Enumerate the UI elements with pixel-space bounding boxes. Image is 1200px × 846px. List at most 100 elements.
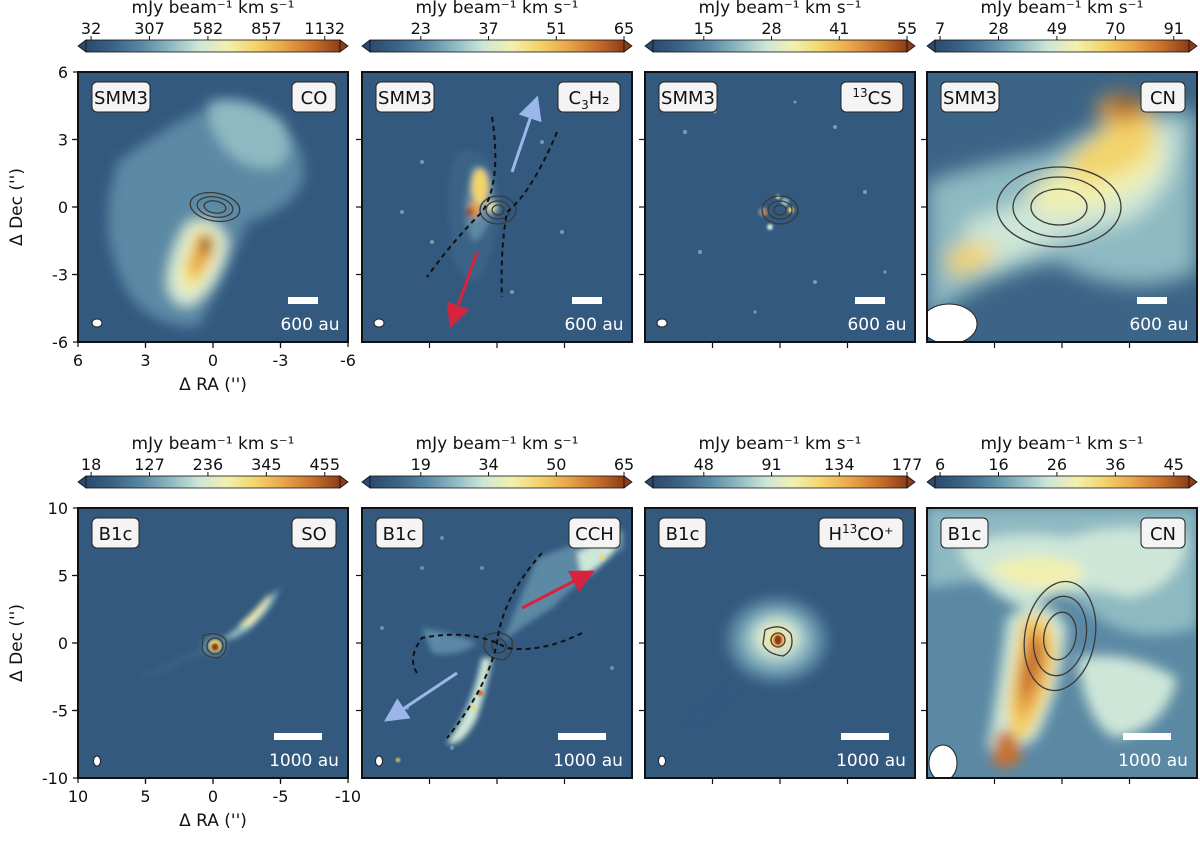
- map-b1c-so: [78, 508, 348, 778]
- colorbar-tick-label: 34: [478, 455, 498, 474]
- scalebar-label: 1000 au: [836, 751, 906, 771]
- colorbar-label: mJy beam⁻¹ km s⁻¹: [132, 0, 295, 18]
- panel-annotations-0-3: SMM3 CN 600 au mJy beam⁻¹ km s⁻¹ 7 28 49 70 91: [921, 0, 1198, 348]
- y-axis-label: Δ Dec (''): [7, 604, 27, 682]
- scalebar: [558, 733, 606, 740]
- colorbar-tick-label: 55: [897, 19, 917, 38]
- panel-smm3-13cs: [645, 72, 915, 342]
- row-smm3: [78, 72, 1197, 342]
- colorbar-tick-label: 177: [892, 455, 923, 474]
- panel-annotations-0-1: SMM3 C3H₂ 600 au mJy beam⁻¹ km s⁻¹23 37 51 65: [356, 0, 634, 348]
- source-label-box: [658, 81, 718, 113]
- molecule-label: CN: [1150, 88, 1176, 109]
- colorbar-max-arrow: [623, 39, 633, 53]
- y-tick-label: -6: [52, 333, 68, 352]
- source-label-box: [375, 517, 424, 549]
- colorbar-tick-label: 6: [935, 455, 945, 474]
- scalebar-label: 600 au: [1129, 315, 1188, 335]
- panel-annotations-1-1: B1c CCH 1000 au mJy beam⁻¹ km s⁻¹19 34 50 65: [356, 434, 634, 784]
- colorbar-min-arrow: [361, 39, 371, 53]
- panel-annotations-1-3: B1c CN 1000 au mJy beam⁻¹ km s⁻¹ 6 16 26 36 45: [921, 434, 1198, 784]
- source-label: SMM3: [378, 88, 432, 109]
- colorbar-tick-label: 28: [988, 19, 1008, 38]
- beam-ellipse: [928, 744, 958, 778]
- y-tick-label: 3: [58, 131, 68, 150]
- source-label: B1c: [99, 524, 133, 545]
- colorbar-tick-label: 15: [694, 19, 714, 38]
- colorbar-tick-label: 50: [546, 455, 566, 474]
- colorbar-label: mJy beam⁻¹ km s⁻¹: [699, 0, 862, 18]
- x-tick-label: -6: [340, 351, 356, 370]
- scalebar: [855, 297, 885, 304]
- source-label: B1c: [948, 524, 982, 545]
- scalebar: [1137, 297, 1167, 304]
- beam-ellipse: [375, 755, 383, 767]
- colorbar-min-arrow: [926, 475, 936, 489]
- colorbar-tick-label: 345: [251, 455, 282, 474]
- continuum-contours: [996, 166, 1122, 248]
- colorbar-tick-label: 857: [251, 19, 282, 38]
- row-b1c: [78, 508, 1197, 778]
- colorbar-tick-label: 41: [829, 19, 849, 38]
- scalebar-label: 1000 au: [1118, 751, 1188, 771]
- x-tick-label: 5: [140, 787, 150, 806]
- source-label-box: [375, 81, 435, 113]
- colorbar-tick-label: 455: [309, 455, 340, 474]
- x-tick-label: 0: [208, 351, 218, 370]
- source-label: SMM3: [94, 88, 148, 109]
- x-axis-label: Δ RA (''): [179, 811, 247, 831]
- colorbar-tick-label: 65: [614, 455, 634, 474]
- cavity-outline: [426, 116, 558, 298]
- cavity-outline: [412, 552, 583, 739]
- molecule-label-box: [557, 81, 621, 113]
- colorbar-tick-label: 236: [193, 455, 224, 474]
- colorbar-max-arrow: [1188, 39, 1198, 53]
- colorbar-gradient: [369, 475, 625, 489]
- colorbar-tick-label: 45: [1164, 455, 1184, 474]
- molecule-label-box: [818, 517, 904, 549]
- colorbar-tick-label: 307: [134, 19, 165, 38]
- continuum-contours: [761, 195, 799, 225]
- panel-b1c-cch: [362, 508, 632, 778]
- colorbar-max-arrow: [623, 475, 633, 489]
- y-tick-label: 5: [58, 567, 68, 586]
- panel-b1c-h13co: [645, 508, 915, 778]
- map-b1c-cn: [927, 508, 1197, 778]
- map-b1c-cch: [362, 508, 632, 778]
- colorbar-tick-label: 49: [1047, 19, 1067, 38]
- panel-b1c-so: [78, 508, 348, 778]
- molecule-label-box: [291, 517, 337, 549]
- colorbar-tick-label: 65: [614, 19, 634, 38]
- scalebar-label: 600 au: [280, 315, 339, 335]
- colorbar-tick-label: 1132: [304, 19, 345, 38]
- scalebar-label: 1000 au: [553, 751, 623, 771]
- red-outflow-arrow: [446, 251, 479, 329]
- y-tick-label: 0: [58, 198, 68, 217]
- scalebar: [841, 733, 889, 740]
- y-tick-label: 0: [58, 634, 68, 653]
- colorbar-tick-label: 32: [81, 19, 101, 38]
- colorbar-min-arrow: [77, 475, 87, 489]
- scalebar: [288, 297, 318, 304]
- colorbar-label: mJy beam⁻¹ km s⁻¹: [699, 434, 862, 454]
- source-label: B1c: [666, 524, 700, 545]
- x-tick-label: 10: [68, 787, 88, 806]
- molecule-label: CN: [1150, 524, 1176, 545]
- colorbar-gradient: [85, 475, 341, 489]
- colorbar-gradient: [652, 475, 908, 489]
- scalebar-label: 600 au: [847, 315, 906, 335]
- continuum-contours: [483, 632, 513, 661]
- molecule-label-box: [568, 517, 621, 549]
- y-tick-label: 6: [58, 63, 68, 82]
- colorbar-tick-label: 70: [1105, 19, 1125, 38]
- colorbar: mJy beam⁻¹ km s⁻¹ 18 127 236 345 455: [77, 434, 349, 489]
- panel-smm3-co: [78, 72, 348, 342]
- colorbar-tick-label: 51: [546, 19, 566, 38]
- colorbar-tick-label: 91: [761, 455, 781, 474]
- blue-outflow-arrow: [510, 95, 542, 173]
- colorbar-label: mJy beam⁻¹ km s⁻¹: [981, 434, 1144, 454]
- source-label-box: [940, 81, 1000, 113]
- colorbar-tick-label: 7: [935, 19, 945, 38]
- molecule-label: 13CS: [852, 86, 891, 109]
